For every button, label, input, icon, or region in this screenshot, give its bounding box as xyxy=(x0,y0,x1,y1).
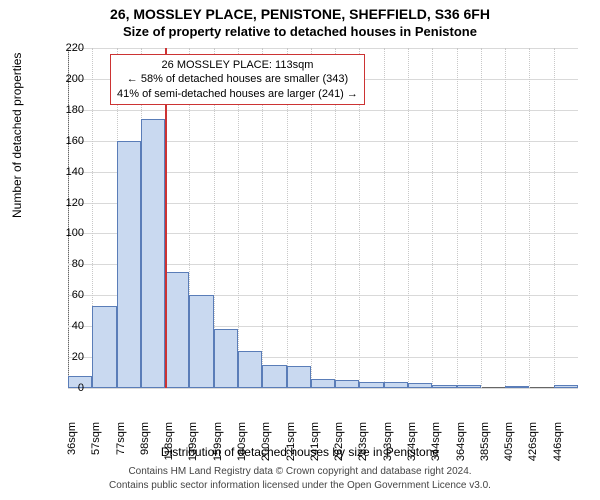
footnote-line2: Contains public sector information licen… xyxy=(0,480,600,491)
y-tick-label: 120 xyxy=(44,197,84,209)
x-tick-label: 118sqm xyxy=(163,422,175,470)
histogram-bar xyxy=(554,385,578,388)
y-tick-label: 20 xyxy=(44,351,84,363)
y-tick-label: 180 xyxy=(44,104,84,116)
chart-title-sub: Size of property relative to detached ho… xyxy=(0,24,600,39)
x-tick-label: 324sqm xyxy=(406,422,418,470)
gridline-vertical xyxy=(384,48,385,388)
y-tick-label: 160 xyxy=(44,135,84,147)
info-box-line3: 41% of semi-detached houses are larger (… xyxy=(117,87,358,101)
y-tick-label: 140 xyxy=(44,166,84,178)
x-tick-label: 364sqm xyxy=(455,422,467,470)
chart-title-main: 26, MOSSLEY PLACE, PENISTONE, SHEFFIELD,… xyxy=(0,6,600,22)
x-tick-label: 241sqm xyxy=(309,422,321,470)
x-tick-label: 303sqm xyxy=(382,422,394,470)
gridline-vertical xyxy=(529,48,530,388)
gridline-vertical xyxy=(481,48,482,388)
histogram-bar xyxy=(384,382,408,388)
gridline-horizontal xyxy=(68,48,578,49)
x-tick-label: 98sqm xyxy=(139,422,151,470)
y-tick-label: 80 xyxy=(44,258,84,270)
gridline-horizontal xyxy=(68,388,578,389)
histogram-bar xyxy=(189,295,213,388)
histogram-bar xyxy=(165,272,189,388)
histogram-bar xyxy=(505,386,529,388)
x-tick-label: 344sqm xyxy=(430,422,442,470)
gridline-horizontal xyxy=(68,110,578,111)
x-tick-label: 180sqm xyxy=(236,422,248,470)
gridline-vertical xyxy=(554,48,555,388)
x-tick-label: 36sqm xyxy=(66,422,78,470)
x-tick-label: 405sqm xyxy=(503,422,515,470)
x-tick-label: 283sqm xyxy=(357,422,369,470)
x-tick-label: 221sqm xyxy=(285,422,297,470)
x-tick-label: 446sqm xyxy=(552,422,564,470)
info-box-line2: ← 58% of detached houses are smaller (34… xyxy=(117,72,358,86)
x-tick-label: 200sqm xyxy=(260,422,272,470)
x-tick-label: 159sqm xyxy=(212,422,224,470)
gridline-vertical xyxy=(457,48,458,388)
y-tick-label: 200 xyxy=(44,73,84,85)
gridline-vertical xyxy=(408,48,409,388)
y-tick-label: 0 xyxy=(44,382,84,394)
x-tick-label: 426sqm xyxy=(527,422,539,470)
histogram-bar xyxy=(432,385,456,388)
histogram-bar xyxy=(238,351,262,388)
y-axis-title: Number of detached properties xyxy=(10,53,24,218)
histogram-bar xyxy=(335,380,359,388)
x-tick-label: 262sqm xyxy=(333,422,345,470)
gridline-vertical xyxy=(68,48,69,388)
y-tick-label: 60 xyxy=(44,289,84,301)
y-tick-label: 220 xyxy=(44,42,84,54)
info-box: 26 MOSSLEY PLACE: 113sqm ← 58% of detach… xyxy=(110,54,365,105)
histogram-bar xyxy=(262,365,286,388)
y-tick-label: 100 xyxy=(44,227,84,239)
gridline-vertical xyxy=(432,48,433,388)
y-tick-label: 40 xyxy=(44,320,84,332)
histogram-bar xyxy=(287,366,311,388)
chart-container: 26, MOSSLEY PLACE, PENISTONE, SHEFFIELD,… xyxy=(0,0,600,500)
title-block: 26, MOSSLEY PLACE, PENISTONE, SHEFFIELD,… xyxy=(0,0,600,39)
histogram-bar xyxy=(117,141,141,388)
x-tick-label: 77sqm xyxy=(115,422,127,470)
gridline-vertical xyxy=(505,48,506,388)
histogram-bar xyxy=(311,379,335,388)
histogram-bar xyxy=(457,385,481,388)
x-tick-label: 57sqm xyxy=(90,422,102,470)
histogram-bar xyxy=(92,306,116,388)
histogram-bar xyxy=(359,382,383,388)
x-tick-label: 139sqm xyxy=(187,422,199,470)
x-tick-label: 385sqm xyxy=(479,422,491,470)
histogram-bar xyxy=(214,329,238,388)
histogram-bar xyxy=(408,383,432,388)
histogram-bar xyxy=(141,119,165,388)
info-box-line1: 26 MOSSLEY PLACE: 113sqm xyxy=(117,58,358,72)
